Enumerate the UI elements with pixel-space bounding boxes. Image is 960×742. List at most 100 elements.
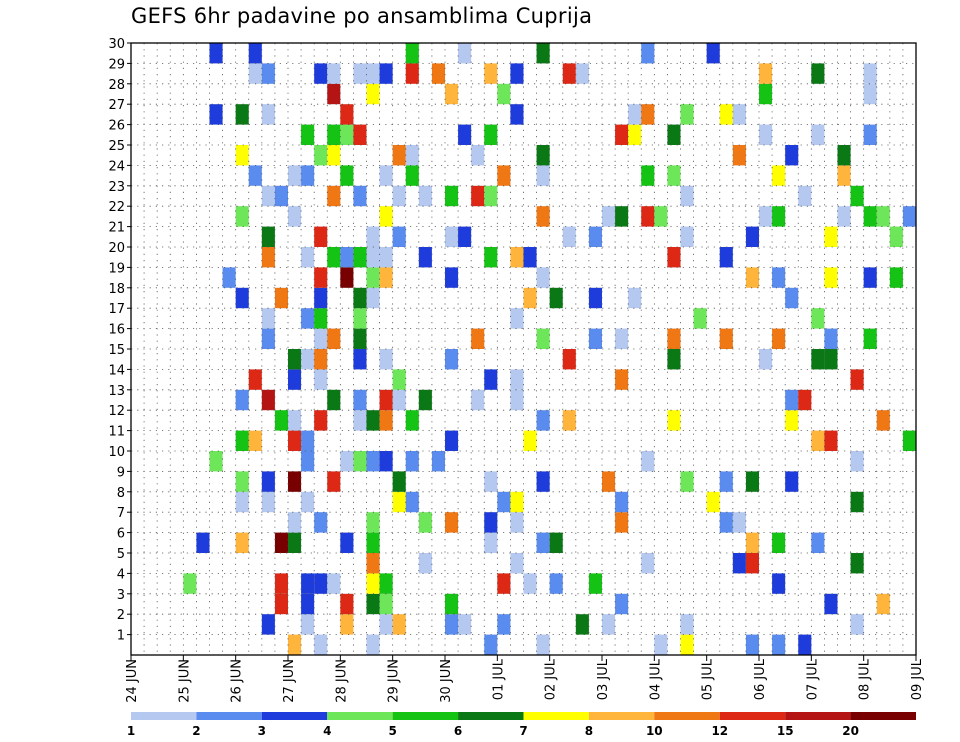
heatmap-cell [261, 491, 275, 513]
y-tick-label: 1 [117, 629, 125, 644]
colorbar-segment [196, 712, 262, 720]
heatmap-cell [536, 410, 550, 431]
heatmap-cell [536, 328, 550, 349]
heatmap-cell [588, 287, 602, 309]
heatmap-cell [785, 471, 799, 492]
heatmap-cell [366, 226, 380, 247]
heatmap-cell [680, 634, 694, 655]
x-tick-label: 24 JUN [125, 659, 140, 703]
heatmap-cell [445, 512, 459, 533]
heatmap-cell [301, 124, 315, 145]
heatmap-cell [837, 206, 851, 227]
heatmap-cell [680, 226, 694, 247]
heatmap-cell [366, 287, 380, 309]
heatmap-cell [510, 104, 524, 125]
heatmap-cell [353, 410, 367, 431]
y-tick-label: 20 [108, 241, 125, 256]
heatmap-cell [314, 308, 328, 329]
heatmap-cell [641, 451, 655, 472]
heatmap-cell [301, 165, 315, 186]
heatmap-cell [418, 553, 432, 574]
heatmap-cell [680, 185, 694, 207]
heatmap-cell [824, 593, 838, 615]
y-tick-label: 2 [117, 608, 125, 623]
heatmap-cell [405, 165, 419, 186]
heatmap-cell [680, 471, 694, 492]
heatmap-cell [405, 63, 419, 84]
heatmap-cell [379, 410, 393, 431]
heatmap-cell [314, 145, 328, 166]
y-tick-label: 15 [108, 343, 125, 358]
heatmap-cell [732, 145, 746, 166]
heatmap-cell [431, 451, 445, 472]
colorbar-label: 3 [258, 724, 266, 738]
heatmap-cell [497, 83, 511, 105]
colorbar-segment [719, 712, 786, 720]
heatmap-cell [288, 410, 302, 431]
heatmap-cell [379, 593, 393, 615]
heatmap-cell [628, 124, 642, 145]
chart-title: GEFS 6hr padavine po ansamblima Cuprija [131, 4, 593, 28]
heatmap-cell [248, 43, 262, 64]
y-tick-label: 8 [117, 486, 125, 501]
y-tick-label: 26 [108, 119, 125, 134]
x-tick-label: 08 JUL [858, 658, 873, 700]
heatmap-cell [314, 410, 328, 431]
heatmap-cell [667, 247, 681, 268]
heatmap-cell [261, 308, 275, 329]
heatmap-cell [484, 185, 498, 207]
heatmap-cell [288, 634, 302, 655]
heatmap-cell [667, 349, 681, 370]
heatmap-cell [353, 287, 367, 309]
heatmap-cell [288, 430, 302, 451]
colorbar-label: 5 [389, 724, 397, 738]
heatmap-cell [536, 267, 550, 288]
heatmap-cell [863, 267, 877, 288]
heatmap-cell [549, 573, 563, 594]
colorbar-segment [327, 712, 393, 720]
heatmap-cell [301, 308, 315, 329]
heatmap-cell [353, 349, 367, 370]
heatmap-cell [719, 247, 733, 268]
heatmap-cell [811, 308, 825, 329]
heatmap-cell [510, 553, 524, 574]
heatmap-cell [536, 532, 550, 553]
heatmap-cell [458, 614, 472, 635]
heatmap-cell [850, 185, 864, 207]
x-tick-label: 04 JUL [648, 658, 663, 700]
heatmap-cell [811, 430, 825, 451]
heatmap-cell [327, 247, 341, 268]
y-tick-label: 30 [108, 37, 125, 52]
heatmap-cell [719, 328, 733, 349]
heatmap-cell [327, 63, 341, 84]
heatmap-cell [261, 614, 275, 635]
heatmap-cell [261, 247, 275, 268]
heatmap-cell [811, 63, 825, 84]
heatmap-cell [392, 491, 406, 513]
heatmap-cell [314, 369, 328, 390]
y-tick-label: 19 [108, 261, 125, 276]
heatmap-cell [863, 83, 877, 105]
heatmap-cell [641, 104, 655, 125]
heatmap-cell [235, 532, 249, 553]
heatmap-cell [235, 389, 249, 411]
heatmap-cell [366, 267, 380, 288]
heatmap-cell [602, 206, 616, 227]
heatmap-cell [484, 247, 498, 268]
heatmap-cell [615, 593, 629, 615]
heatmap-cell [327, 471, 341, 492]
heatmap-cell [209, 43, 223, 64]
colorbar-segment [850, 712, 916, 720]
heatmap-cell [588, 226, 602, 247]
heatmap-cell [288, 369, 302, 390]
heatmap-cell [392, 369, 406, 390]
y-tick-label: 10 [108, 445, 125, 460]
heatmap-cell [353, 389, 367, 411]
heatmap-cell [562, 226, 576, 247]
heatmap-cell [484, 63, 498, 84]
y-tick-label: 25 [108, 139, 125, 154]
heatmap-cell [876, 593, 890, 615]
heatmap-cell [405, 410, 419, 431]
y-tick-label: 4 [117, 567, 125, 582]
